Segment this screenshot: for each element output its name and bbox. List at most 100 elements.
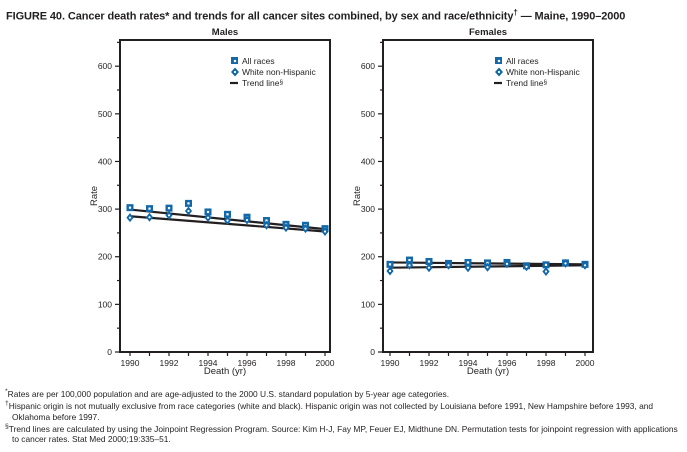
females-x-axis-label: Death (yr) [466, 366, 510, 377]
square-marker-icon [494, 56, 506, 65]
males-panel-title: Males [211, 27, 239, 38]
y-tick-label: 300 [98, 204, 112, 214]
data-point-diamond-center [544, 270, 548, 273]
x-tick-label: 1990 [121, 358, 140, 368]
males-chart: 0 100 200 300 400 500 600 1990 1992 1994 1996 1998 2… [98, 39, 335, 368]
y-tick-label: 100 [98, 299, 112, 309]
figure-title-suffix: — Maine, 1990–2000 [517, 10, 626, 23]
y-tick-label: 200 [98, 252, 112, 262]
x-tick-label: 2000 [316, 358, 335, 368]
data-point-diamond-center [427, 266, 431, 269]
data-point-diamond-center [486, 266, 489, 269]
data-point-diamond-center [226, 219, 229, 222]
footnote-marker: * [5, 388, 8, 395]
diamond-marker-icon [494, 67, 506, 77]
females-panel-title: Females [468, 27, 508, 38]
data-point-diamond-center [265, 224, 268, 227]
males-x-axis-label: Death (yr) [203, 366, 247, 377]
legend-item-trend-line: Trend line § [494, 77, 580, 88]
x-tick-label: 1992 [420, 358, 439, 368]
y-tick-label: 100 [361, 299, 375, 309]
dash-marker-icon [230, 80, 242, 86]
data-point-diamond-center [564, 262, 567, 265]
data-point-diamond-center [466, 266, 470, 269]
legend-item-trend-line: Trend line § [230, 77, 316, 88]
x-tick-label: 1990 [381, 358, 400, 368]
data-point-diamond-center [245, 218, 249, 222]
data-point-diamond-center [323, 230, 327, 233]
y-tick-label: 600 [361, 61, 375, 71]
data-point-square-center [206, 210, 210, 214]
y-tick-label: 500 [98, 109, 112, 119]
legend-label: Trend line [242, 77, 280, 88]
males-legend: All races White non-Hispanic Trend line § [230, 55, 316, 88]
x-tick-label: 1998 [277, 358, 296, 368]
plot-box [119, 39, 331, 353]
data-point-diamond-center [128, 216, 132, 219]
data-point-diamond-center [388, 269, 392, 273]
legend-item-all-races: All races [230, 55, 316, 66]
y-tick-label: 400 [98, 156, 112, 166]
y-tick-label: 0 [370, 347, 375, 357]
legend-label: White non-Hispanic [506, 66, 580, 77]
y-tick-label: 600 [98, 61, 112, 71]
footnote-marker: § [5, 423, 9, 431]
data-point-diamond-center [408, 264, 411, 267]
females-chart: 0 100 200 300 400 500 600 1990 1992 1994 1996 1998 2… [361, 39, 595, 368]
data-point-square-center [167, 207, 171, 210]
footnote-text: Hispanic origin is not mutually exclusiv… [8, 401, 654, 422]
y-tick-label: 400 [361, 156, 375, 166]
data-point-square-center [427, 260, 431, 263]
x-tick-label: 1998 [537, 358, 556, 368]
x-tick-label: 1994 [199, 358, 218, 368]
legend-item-all-races: All races [494, 55, 580, 66]
legend-label: White non-Hispanic [242, 66, 316, 77]
data-point-diamond-center [167, 214, 171, 217]
legend-item-white-non-hispanic: White non-Hispanic [494, 66, 580, 77]
dagger-superscript: † [513, 8, 518, 17]
x-tick-label: 1996 [498, 358, 517, 368]
footnotes: *Rates are per 100,000 population and ar… [5, 387, 683, 445]
data-point-diamond-center [583, 264, 587, 267]
x-tick-label: 2000 [576, 358, 595, 368]
data-point-diamond-center [148, 216, 151, 219]
data-point-square-center [408, 258, 411, 262]
y-tick-label: 200 [361, 252, 375, 262]
legend-label-superscript: § [543, 79, 548, 86]
x-tick-label: 1992 [160, 358, 179, 368]
dash-marker-icon [494, 80, 506, 86]
y-tick-label: 500 [361, 109, 375, 119]
footnote: †Hispanic origin is not mutually exclusi… [5, 399, 683, 422]
females-y-axis-label: Rate [352, 185, 363, 207]
footnote-marker: † [5, 400, 9, 408]
data-point-square-center [148, 207, 151, 210]
females-legend: All races White non-Hispanic Trend line § [494, 55, 580, 88]
footnote: §Trend lines are calculated by using the… [5, 422, 683, 445]
legend-label: Trend line [506, 77, 544, 88]
data-point-square-center [226, 213, 229, 216]
legend-label: All races [506, 55, 539, 66]
y-tick-label: 0 [107, 347, 112, 357]
legend-label-superscript: § [279, 79, 284, 86]
footnote-text: Rates are per 100,000 population and are… [7, 388, 450, 399]
data-point-diamond-center [447, 264, 450, 267]
x-tick-label: 1994 [459, 358, 478, 368]
data-point-square-center [544, 263, 548, 266]
data-point-square-center [265, 219, 268, 222]
data-point-square-center [128, 206, 132, 209]
legend-item-white-non-hispanic: White non-Hispanic [230, 66, 316, 77]
data-point-square-center [466, 261, 470, 264]
footnote: *Rates are per 100,000 population and ar… [5, 387, 683, 399]
figure-title: FIGURE 40. Cancer death rates* and trend… [6, 6, 684, 24]
square-marker-icon [230, 56, 242, 65]
legend-label: All races [242, 55, 275, 66]
data-point-square-center [388, 263, 392, 266]
diamond-marker-icon [230, 67, 242, 77]
data-point-diamond-center [505, 262, 509, 265]
data-point-diamond-center [284, 226, 288, 229]
figure-title-text: FIGURE 40. Cancer death rates* and trend… [6, 10, 514, 23]
footnote-text: Trend lines are calculated by using the … [8, 423, 678, 445]
data-point-diamond-center [304, 227, 307, 230]
data-point-diamond-center [206, 216, 210, 219]
